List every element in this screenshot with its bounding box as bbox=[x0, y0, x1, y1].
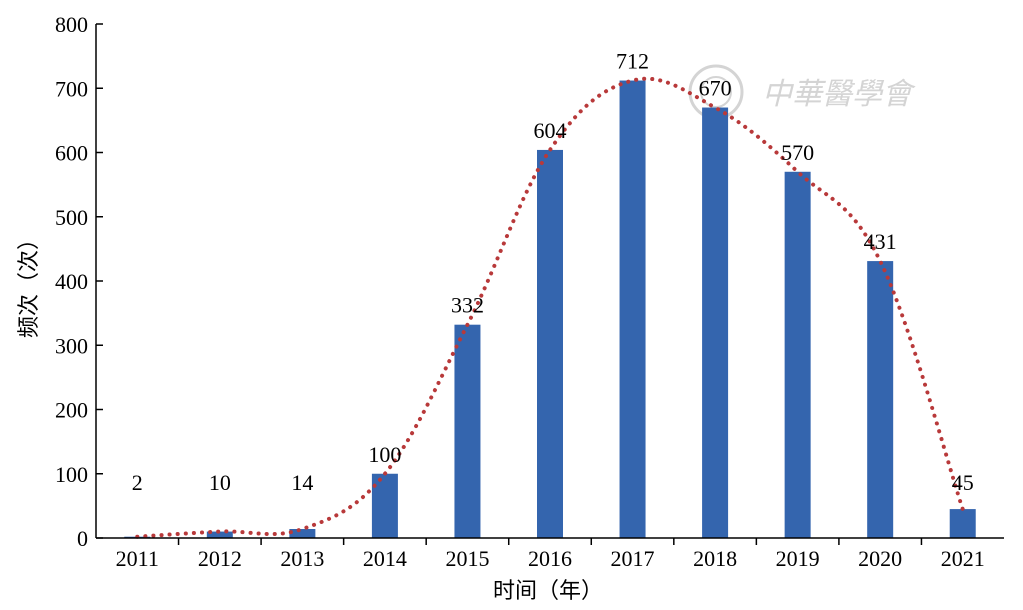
x-tick-label: 2012 bbox=[198, 546, 242, 571]
data-label-2013: 14 bbox=[291, 470, 313, 495]
y-tick-labels: 0 100 200 300 400 500 600 700 800 bbox=[55, 12, 88, 551]
bar-2021 bbox=[949, 509, 976, 538]
x-tick-label: 2018 bbox=[693, 546, 737, 571]
watermark-text: 中華醫學會 bbox=[762, 77, 916, 112]
x-tick-label: 2017 bbox=[611, 546, 655, 571]
y-tick-label: 600 bbox=[55, 141, 88, 166]
bar-2018 bbox=[702, 107, 729, 539]
data-label-2012: 10 bbox=[209, 470, 231, 495]
y-tick-label: 700 bbox=[55, 76, 88, 101]
watermark-seal-inner-icon bbox=[700, 76, 732, 108]
y-tick-label: 200 bbox=[55, 398, 88, 423]
trend-line bbox=[135, 76, 965, 539]
data-label-2020: 431 bbox=[864, 229, 897, 254]
y-tick-label: 0 bbox=[77, 526, 88, 551]
data-label-2016: 604 bbox=[534, 118, 567, 143]
trend-line-path bbox=[135, 76, 965, 539]
bar-2014 bbox=[371, 473, 398, 538]
data-label-2015: 332 bbox=[451, 293, 484, 318]
data-label-2019: 570 bbox=[781, 140, 814, 165]
data-label-2021: 45 bbox=[952, 470, 974, 495]
x-axis-title: 时间（年） bbox=[493, 579, 603, 604]
x-tick-labels: 2011 2012 2013 2014 2015 2016 2017 2018 2019 2020… bbox=[116, 546, 985, 571]
data-label-2014: 100 bbox=[368, 442, 401, 467]
bar-2016 bbox=[537, 149, 563, 538]
x-tick-label: 2015 bbox=[445, 546, 489, 571]
bars bbox=[124, 80, 976, 539]
data-label-2017: 712 bbox=[616, 49, 649, 74]
axes bbox=[95, 23, 1004, 545]
bar-2020 bbox=[867, 261, 894, 538]
y-tick-label: 400 bbox=[55, 269, 88, 294]
y-tick-label: 100 bbox=[55, 462, 88, 487]
x-tick-label: 2020 bbox=[858, 546, 902, 571]
x-tick-label: 2014 bbox=[363, 546, 407, 571]
bar-2012 bbox=[206, 531, 233, 538]
y-tick-label: 800 bbox=[55, 12, 88, 37]
x-tick-label: 2021 bbox=[941, 546, 985, 571]
y-tick-label: 300 bbox=[55, 333, 88, 358]
x-tick-label: 2016 bbox=[528, 546, 572, 571]
x-tick-label: 2011 bbox=[116, 546, 159, 571]
y-tick-label: 500 bbox=[55, 205, 88, 230]
x-tick-label: 2019 bbox=[776, 546, 820, 571]
bar-2013 bbox=[289, 529, 316, 538]
data-label-2011: 2 bbox=[132, 470, 143, 495]
bar-2015 bbox=[454, 324, 481, 538]
y-axis-title: 频次（次） bbox=[17, 228, 42, 338]
bar-2019 bbox=[784, 171, 811, 538]
data-label-2018: 670 bbox=[699, 76, 732, 101]
bar-2017 bbox=[619, 80, 646, 538]
x-tick-label: 2013 bbox=[280, 546, 324, 571]
data-labels: 2 10 14 100 332 604 712 670 570 431 45 bbox=[132, 49, 974, 495]
